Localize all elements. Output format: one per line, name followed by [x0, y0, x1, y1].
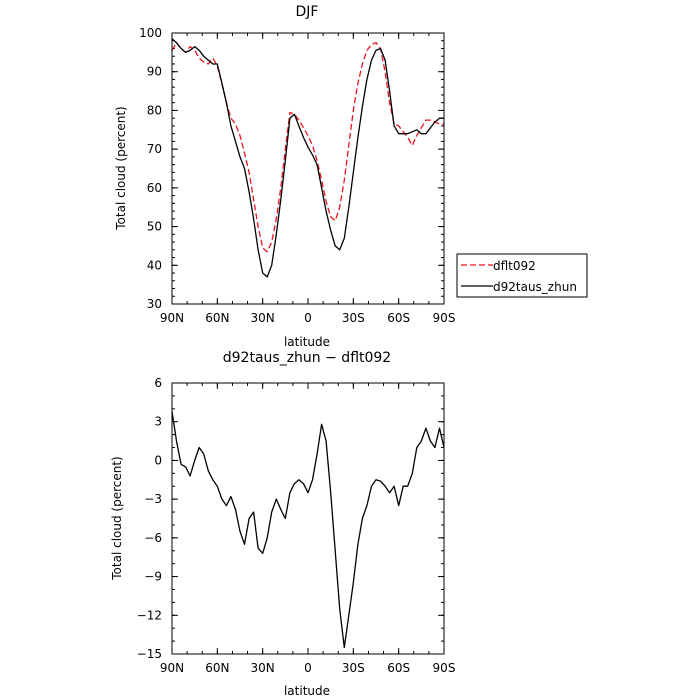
bottom-y-axis-label: Total cloud (percent): [110, 456, 124, 580]
top-y-tick-label: 40: [147, 258, 162, 272]
top-x-tick-label: 60S: [387, 311, 410, 325]
bottom-x-tick-label: 90S: [433, 661, 456, 675]
legend-entry-dflt092: dflt092: [493, 259, 536, 273]
top-y-tick-label: 70: [147, 142, 162, 156]
bottom-x-axis-label: latitude: [284, 684, 330, 698]
top-plot-area: 90N 60N 30N 0 30S 60S 90S 30 40 50 60 70 80 90 100: [139, 26, 455, 325]
top-panel-title: DJF: [296, 4, 319, 20]
top-y-tick-label: 30: [147, 297, 162, 311]
bottom-y-tick-label: −6: [144, 531, 162, 545]
top-x-tick-label: 30N: [251, 311, 275, 325]
top-panel: DJF 90N 60N 30N 0 30S 60S 90S 30 40 50 60 70 80 90 100…: [114, 4, 588, 349]
top-x-tick-label: 90N: [160, 311, 184, 325]
top-x-tick-label: 0: [304, 311, 312, 325]
bottom-y-tick-label: −12: [137, 608, 162, 622]
bottom-y-tick-label: 3: [154, 415, 162, 429]
top-x-tick-label: 60N: [205, 311, 229, 325]
top-x-axis-label: latitude: [284, 335, 330, 349]
top-plot-frame: [171, 32, 445, 305]
bottom-y-tick-label: −15: [137, 647, 162, 661]
top-y-axis-label: Total cloud (percent): [114, 106, 128, 230]
top-series-line-d92taus-zhun: [171, 38, 444, 278]
top-series-line-dflt092: [171, 42, 444, 253]
bottom-panel-title: d92taus_zhun − dflt092: [223, 350, 391, 366]
legend-box: [456, 253, 588, 298]
top-y-tick-label: 100: [139, 26, 162, 40]
top-x-tick-label: 30S: [342, 311, 365, 325]
top-y-tick-label: 60: [147, 181, 162, 195]
bottom-x-tick-label: 30N: [251, 661, 275, 675]
bottom-x-tick-label: 0: [304, 661, 312, 675]
bottom-panel: d92taus_zhun − dflt092 90N 60N 30N 0 30S 60S 9…: [110, 350, 455, 698]
bottom-y-tick-label: 6: [154, 376, 162, 390]
bottom-x-tick-label: 60S: [387, 661, 410, 675]
top-x-tick-label: 90S: [433, 311, 456, 325]
bottom-x-tick-label: 30S: [342, 661, 365, 675]
top-y-tick-label: 50: [147, 220, 162, 234]
bottom-x-tick-label: 90N: [160, 661, 184, 675]
legend-entry-d92taus-zhun: d92taus_zhun: [493, 280, 577, 294]
bottom-y-tick-label: −3: [144, 492, 162, 506]
legend: dflt092 d92taus_zhun: [456, 253, 588, 298]
top-y-tick-label: 90: [147, 65, 162, 79]
bottom-x-tick-label: 60N: [205, 661, 229, 675]
bottom-series-line-difference: [171, 411, 445, 649]
bottom-y-tick-label: −9: [144, 570, 162, 584]
bottom-plot-frame: [171, 382, 445, 655]
bottom-y-tick-label: 0: [154, 453, 162, 467]
top-y-tick-label: 80: [147, 103, 162, 117]
bottom-plot-area: 90N 60N 30N 0 30S 60S 90S −15 −12 −9 −6 −3 0 3 6: [137, 376, 456, 675]
